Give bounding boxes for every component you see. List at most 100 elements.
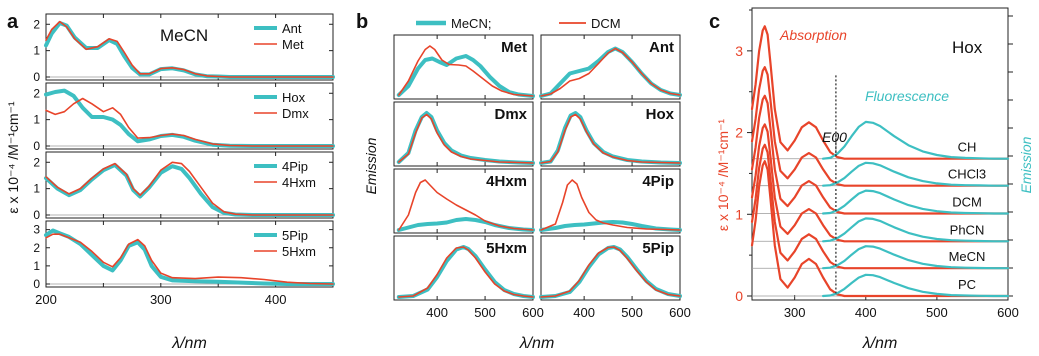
plot-frame <box>751 7 1009 301</box>
series-4Pip-red <box>540 179 681 231</box>
legend-label-5Pip: 5Pip <box>282 228 308 243</box>
subplot-label-Hox: Hox <box>646 106 675 123</box>
y-tick-label: 1 <box>33 44 40 58</box>
subplot-label-4Hxm: 4Hxm <box>486 173 527 190</box>
y-axis-label: Emission <box>363 137 379 194</box>
series-Met-teal <box>396 54 535 98</box>
solvent-label-MeCN: MeCN <box>949 249 986 264</box>
x-tick-label: 500 <box>926 305 948 320</box>
x-tick-label: 300 <box>150 292 172 307</box>
series-Dmx <box>45 97 334 147</box>
panel-b: MeCN; DCM Met Ant Dmx Hox 4Hxm 4Pip 5Hxm 5Pip 400 5… <box>363 16 691 352</box>
panel-c-title: Hox <box>952 38 983 57</box>
subplot-frame <box>393 34 534 100</box>
x-tick-label: 600 <box>997 305 1019 320</box>
solvent-label-PhCN: PhCN <box>950 222 985 237</box>
subplot-frame <box>45 220 334 288</box>
fluorescence-DCM <box>821 189 1010 215</box>
series-4Pip-teal <box>539 220 682 232</box>
series-4Hxm <box>45 161 334 216</box>
x-axis-label: λ/nm <box>519 335 555 352</box>
legend-label-DCM: DCM <box>591 16 621 31</box>
y-tick-label: 0 <box>33 139 40 153</box>
y-axis-label: ε x 10⁻⁴ /M⁻¹cm⁻¹ <box>5 101 21 214</box>
y-tick-label: 3 <box>33 223 40 237</box>
subplot-frame <box>393 235 534 301</box>
fluorescence-CHCl3 <box>821 161 1010 187</box>
legend-label-Met: Met <box>282 37 304 52</box>
subplot-frame <box>45 82 334 150</box>
absorption-DCM <box>750 94 1010 215</box>
series-Met <box>45 20 334 78</box>
series-5Hxm-red <box>397 246 534 298</box>
absorption-CHCl3 <box>750 66 1010 187</box>
absorption-annotation: Absorption <box>779 27 847 43</box>
fluorescence-CH <box>821 120 1010 160</box>
legend-label-MeCN: MeCN; <box>451 16 491 31</box>
x-tick-label: 400 <box>573 305 595 320</box>
x-axis-label: λ/nm <box>171 335 207 352</box>
y-tick-label: 2 <box>33 241 40 255</box>
y-tick-label: 2 <box>33 155 40 169</box>
subplot-label-Dmx: Dmx <box>494 106 527 123</box>
panel-letter-b: b <box>356 11 368 33</box>
solvent-label-PC: PC <box>958 277 976 292</box>
y-tick-label: 0 <box>33 70 40 84</box>
series-Met-red <box>397 45 534 97</box>
absorption-PC <box>750 160 1010 298</box>
panel-letter-a: a <box>7 11 19 33</box>
x-tick-label: 600 <box>669 305 691 320</box>
fluorescence-annotation: Fluorescence <box>865 88 949 104</box>
solvent-label-CH: CH <box>958 140 977 155</box>
y-tick-label: 3 <box>735 43 743 59</box>
absorption-MeCN <box>750 143 1010 270</box>
subplot-frame <box>45 151 334 219</box>
panel-letter-c: c <box>709 11 720 33</box>
series-5Hxm <box>45 233 334 285</box>
x-tick-label: 500 <box>621 305 643 320</box>
subplot-frame <box>540 101 681 167</box>
y-tick-label: 0 <box>33 208 40 222</box>
x-tick-label: 400 <box>426 305 448 320</box>
y-tick-label: 1 <box>33 113 40 127</box>
solvent-label-CHCl3: CHCl3 <box>948 167 986 182</box>
legend-label-Dmx: Dmx <box>282 106 309 121</box>
e00-annotation: E00 <box>822 129 847 145</box>
x-tick-label: 600 <box>522 305 544 320</box>
y-tick-label: 1 <box>33 182 40 196</box>
subplot-label-5Hxm: 5Hxm <box>486 240 527 257</box>
absorption-CH <box>750 25 1010 160</box>
x-tick-label: 500 <box>474 305 496 320</box>
subplot-label-4Pip: 4Pip <box>642 173 674 190</box>
subplot-label-Ant: Ant <box>649 39 674 56</box>
legend-label-4Pip: 4Pip <box>282 159 308 174</box>
legend-label-Hox: Hox <box>282 90 306 105</box>
series-Hox-red <box>540 113 681 164</box>
y-axis-label-right: Emission <box>1018 136 1034 193</box>
y-tick-label: 2 <box>33 17 40 31</box>
x-tick-label: 200 <box>35 292 57 307</box>
fluorescence-PhCN <box>821 217 1010 243</box>
subplot-frame <box>393 101 534 167</box>
series-Ant-red <box>540 47 681 97</box>
subplot-frame <box>540 235 681 301</box>
x-tick-label: 300 <box>784 305 806 320</box>
x-tick-label: 400 <box>265 292 287 307</box>
y-tick-label: 2 <box>33 86 40 100</box>
series-5Pip-red <box>540 246 681 298</box>
absorption-PhCN <box>750 123 1010 243</box>
legend-label-5Hxm: 5Hxm <box>282 244 316 259</box>
subplot-frame <box>393 168 534 234</box>
x-axis-label: λ/nm <box>862 335 898 352</box>
legend-label-4Hxm: 4Hxm <box>282 175 316 190</box>
subplot-frame <box>540 34 681 100</box>
series-Dmx-red <box>397 113 534 164</box>
subplot-label-Met: Met <box>501 39 527 56</box>
legend-label-Ant: Ant <box>282 21 302 36</box>
subplot-frame <box>540 168 681 234</box>
solvent-label-DCM: DCM <box>952 194 982 209</box>
x-tick-label: 400 <box>855 305 877 320</box>
y-tick-label: 0 <box>33 277 40 291</box>
